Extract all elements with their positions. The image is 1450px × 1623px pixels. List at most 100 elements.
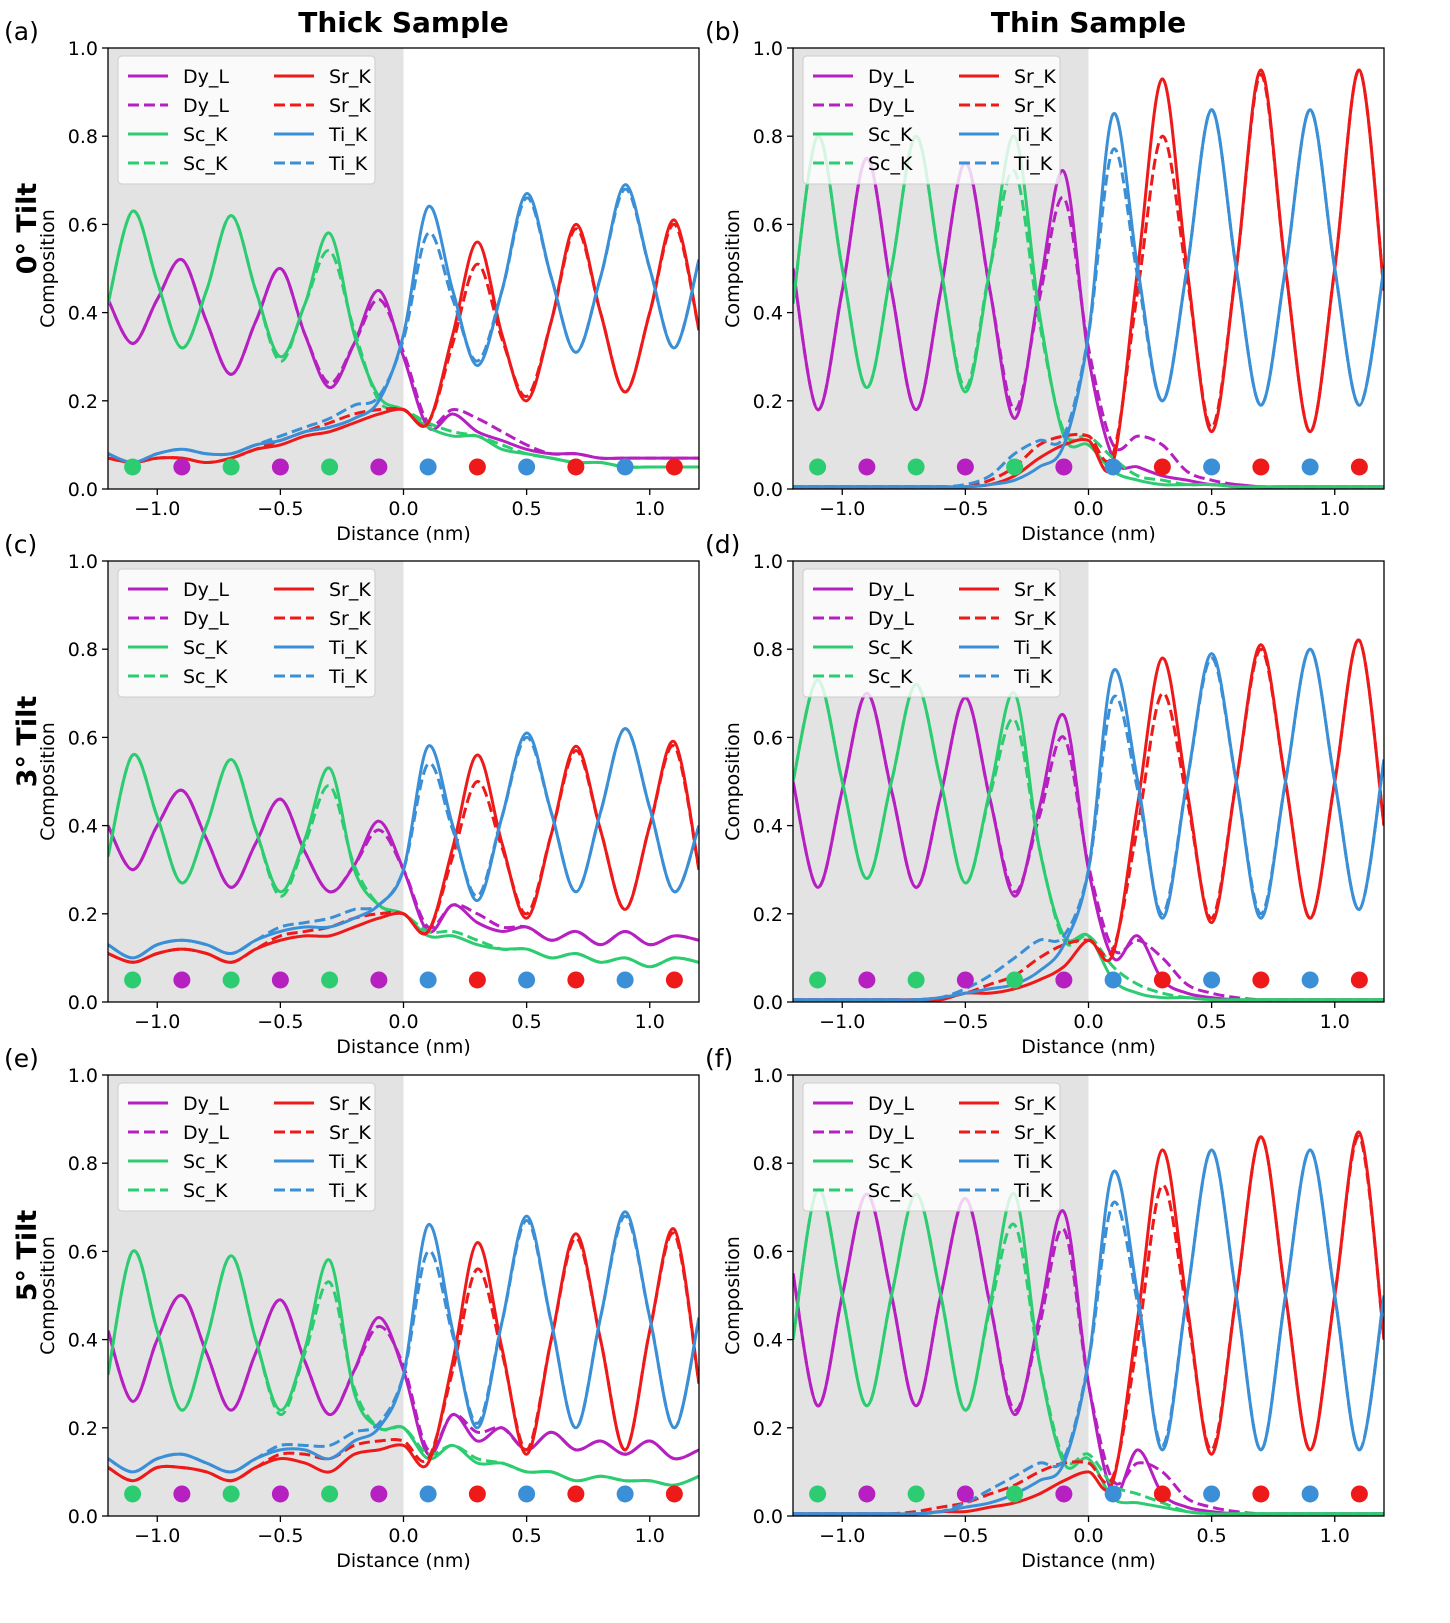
legend-label: Sr_K <box>1014 608 1056 630</box>
x-tick-label: 0.0 <box>1073 498 1103 520</box>
legend-label: Sr_K <box>329 95 371 117</box>
legend-label: Dy_L <box>183 608 229 630</box>
legend-label: Ti_K <box>328 637 368 659</box>
line <box>793 68 1384 489</box>
x-tick-label: 0.5 <box>1197 1525 1227 1547</box>
y-tick-label: 0.8 <box>753 639 783 661</box>
x-tick-label: 0.5 <box>512 498 542 520</box>
legend-label: Sc_K <box>868 1180 913 1202</box>
x-tick-label: −0.5 <box>942 498 988 520</box>
legend-label: Ti_K <box>328 153 368 175</box>
site-marker <box>468 1485 486 1503</box>
column-title: Thick Sample <box>298 6 508 39</box>
site-marker <box>321 971 339 989</box>
x-tick-label: 1.0 <box>635 498 665 520</box>
legend-label: Sc_K <box>183 637 228 659</box>
legend-label: Dy_L <box>183 1093 229 1115</box>
legend-label: Dy_L <box>183 66 229 88</box>
legend-box <box>117 568 376 698</box>
site-marker <box>616 458 634 476</box>
panel-label: (a) <box>4 17 39 46</box>
legend-label: Dy_L <box>868 1093 914 1115</box>
panel-label: (b) <box>705 17 740 46</box>
x-tick-label: −0.5 <box>942 1011 988 1033</box>
site-marker <box>665 971 683 989</box>
site-marker <box>518 971 536 989</box>
y-axis-label: Composition <box>722 722 744 841</box>
line <box>793 134 1384 489</box>
line <box>108 1231 699 1483</box>
site-marker <box>124 1485 142 1503</box>
y-tick-label: 1.0 <box>68 551 98 573</box>
legend-label: Sc_K <box>868 637 913 659</box>
site-marker <box>858 1485 876 1503</box>
site-marker <box>1006 458 1024 476</box>
site-marker <box>1153 1485 1171 1503</box>
y-tick-label: 0.2 <box>753 391 783 413</box>
site-marker <box>321 458 339 476</box>
legend-label: Sc_K <box>868 124 913 146</box>
y-tick-label: 0.6 <box>753 214 783 236</box>
site-marker <box>665 458 683 476</box>
legend-label: Ti_K <box>1013 124 1053 146</box>
line <box>108 1294 699 1461</box>
data-layer <box>108 1210 699 1503</box>
panel: −1.0 −0.5 0.0 0.5 1.0 0.0 0.2 0.4 0.6 0.8 1.0 Dista… <box>705 1044 1385 1572</box>
x-tick-label: 0.5 <box>1197 1011 1227 1033</box>
legend-label: Ti_K <box>328 124 368 146</box>
y-tick-label: 0.8 <box>68 639 98 661</box>
site-marker <box>1350 971 1368 989</box>
site-marker <box>370 458 388 476</box>
row-label: 3° Tilt <box>12 696 43 788</box>
site-marker <box>1301 458 1319 476</box>
site-marker <box>1153 971 1171 989</box>
site-marker <box>956 1485 974 1503</box>
site-marker <box>518 458 536 476</box>
legend-label: Sr_K <box>1014 95 1056 117</box>
site-marker <box>1252 1485 1270 1503</box>
site-marker <box>1153 458 1171 476</box>
x-tick-label: −1.0 <box>134 1525 180 1547</box>
data-layer <box>793 68 1384 489</box>
x-tick-label: 0.5 <box>512 1011 542 1033</box>
x-axis-label: Distance (nm) <box>1021 523 1156 545</box>
legend-label: Sc_K <box>868 153 913 175</box>
site-marker <box>616 971 634 989</box>
line <box>108 744 699 964</box>
site-marker <box>665 1485 683 1503</box>
site-marker <box>468 458 486 476</box>
panel: −1.0 −0.5 0.0 0.5 1.0 0.0 0.2 0.4 0.6 0.8 1.0 Dista… <box>705 530 1385 1058</box>
site-marker <box>419 1485 437 1503</box>
x-tick-label: 0.0 <box>388 498 418 520</box>
site-marker <box>809 1485 827 1503</box>
legend: Dy_L Dy_L Sc_K Sc_K Sr_K Sr_K Ti_K Ti_K <box>802 568 1061 698</box>
y-tick-label: 1.0 <box>68 38 98 60</box>
y-axis-label: Composition <box>37 1236 59 1355</box>
panel-label: (f) <box>705 1044 733 1073</box>
y-tick-label: 0.8 <box>68 126 98 148</box>
x-tick-label: −1.0 <box>819 1011 865 1033</box>
x-tick-label: 1.0 <box>1320 1011 1350 1033</box>
legend-label: Dy_L <box>183 1122 229 1144</box>
data-layer <box>108 727 699 989</box>
panel: −1.0 −0.5 0.0 0.5 1.0 0.0 0.2 0.4 0.6 0.8 1.0 Dista… <box>4 530 700 1058</box>
legend-label: Sc_K <box>868 1151 913 1173</box>
x-axis-label: Distance (nm) <box>336 1550 471 1572</box>
y-tick-label: 0.6 <box>753 727 783 749</box>
legend-label: Ti_K <box>1013 666 1053 688</box>
line <box>108 222 699 465</box>
y-tick-label: 0.0 <box>753 992 783 1014</box>
site-marker <box>271 1485 289 1503</box>
line <box>108 187 699 465</box>
legend-label: Sr_K <box>1014 1093 1056 1115</box>
legend-label: Sc_K <box>868 666 913 688</box>
y-tick-label: 0.8 <box>753 126 783 148</box>
line <box>793 678 1384 1002</box>
legend-label: Ti_K <box>1013 1180 1053 1202</box>
legend-label: Sr_K <box>329 608 371 630</box>
site-marker <box>1055 458 1073 476</box>
x-axis-label: Distance (nm) <box>336 1036 471 1058</box>
site-marker <box>173 971 191 989</box>
x-tick-label: −1.0 <box>819 498 865 520</box>
y-tick-label: 0.0 <box>68 1506 98 1528</box>
